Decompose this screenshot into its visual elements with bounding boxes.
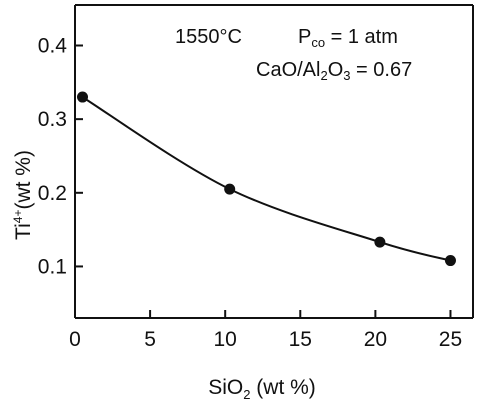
x-tick-label: 0 (69, 328, 81, 351)
y-axis-title: Ti4+(wt %) (11, 150, 35, 240)
x-axis-title: SiO2 (wt %) (208, 376, 316, 402)
data-point (77, 91, 89, 103)
annotation-ratio: CaO/Al2O3 = 0.67 (256, 59, 412, 83)
fit-curve (81, 96, 451, 262)
annotation-temperature: 1550°C (175, 26, 242, 48)
x-tick-label: 15 (289, 328, 312, 351)
x-tick-label: 25 (439, 328, 462, 351)
x-tick-label: 5 (144, 328, 156, 351)
y-tick-label: 0.4 (38, 35, 68, 58)
y-axis-ticks: 0.1 0.2 0.3 0.4 (38, 35, 83, 278)
data-point (224, 183, 236, 195)
x-tick-label: 10 (214, 328, 237, 351)
data-point (444, 255, 456, 267)
x-tick-label: 20 (364, 328, 387, 351)
annotation-pressure: Pco = 1 atm (298, 26, 398, 50)
y-tick-label: 0.3 (38, 108, 67, 131)
y-tick-label: 0.2 (38, 182, 67, 205)
x-axis-ticks: 0 5 10 15 20 25 (69, 310, 462, 351)
data-point (374, 236, 386, 248)
data-points (77, 91, 456, 267)
y-tick-label: 0.1 (38, 255, 67, 278)
